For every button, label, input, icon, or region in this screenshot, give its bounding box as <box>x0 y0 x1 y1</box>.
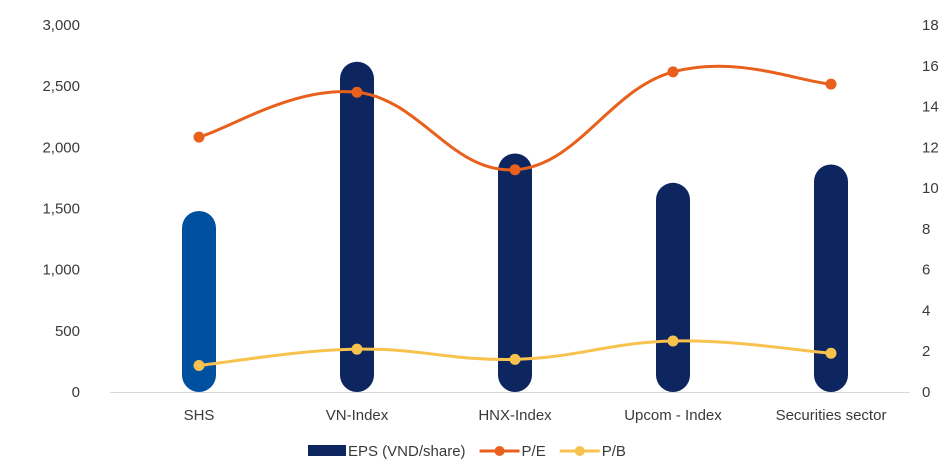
eps-bar <box>182 210 216 392</box>
left-tick-label: 0 <box>72 384 80 401</box>
p-b-point <box>509 353 521 365</box>
legend: EPS (VND/share) P/E P/B <box>308 443 626 460</box>
left-tick-label: 3,000 <box>42 17 80 34</box>
p-b-point <box>351 343 363 355</box>
category-label: SHS <box>184 407 215 424</box>
category-label: Securities sector <box>776 407 887 424</box>
right-tick-label: 16 <box>922 58 939 75</box>
eps-bar <box>340 61 374 392</box>
left-axis: 0 500 1,000 1,500 2,000 2,500 3,000 <box>42 17 80 401</box>
right-tick-label: 4 <box>922 302 930 319</box>
p-e-point <box>667 66 679 78</box>
legend-label-p-b: P/B <box>602 443 626 460</box>
left-tick-label: 1,000 <box>42 262 80 279</box>
legend-label-p-e: P/E <box>522 443 546 460</box>
x-axis-labels: SHS VN-Index HNX-Index Upcom - Index Securit… <box>184 407 887 424</box>
right-tick-label: 18 <box>922 17 939 34</box>
right-tick-label: 10 <box>922 180 939 197</box>
right-tick-label: 6 <box>922 262 930 279</box>
right-tick-label: 2 <box>922 343 930 360</box>
right-tick-label: 12 <box>922 139 939 156</box>
eps-bar <box>498 153 532 392</box>
p-e-point <box>193 131 205 143</box>
eps-bar <box>814 164 848 392</box>
legend-swatch-eps-vnd-share- <box>308 445 346 456</box>
category-label: VN-Index <box>326 407 389 424</box>
eps-bar <box>656 182 690 392</box>
legend-marker-p-b <box>574 446 585 456</box>
category-label: HNX-Index <box>478 407 552 424</box>
legend-label-eps-vnd-share-: EPS (VND/share) <box>348 443 466 460</box>
legend-marker-p-e <box>494 446 505 456</box>
left-tick-label: 2,000 <box>42 139 80 156</box>
left-tick-label: 2,500 <box>42 78 80 95</box>
right-tick-label: 0 <box>922 384 930 401</box>
right-tick-label: 14 <box>922 99 939 116</box>
category-label: Upcom - Index <box>624 407 722 424</box>
p-b-point <box>193 359 205 371</box>
eps-bars <box>182 61 848 392</box>
p-e-point <box>509 164 521 176</box>
ratio-lines <box>193 64 837 371</box>
p-b-point <box>825 347 837 359</box>
p-e-point <box>351 86 363 98</box>
left-tick-label: 1,500 <box>42 201 80 218</box>
right-axis: 0 2 4 6 8 10 12 14 16 18 <box>922 17 939 401</box>
left-tick-label: 500 <box>55 323 80 340</box>
p-b-point <box>667 335 679 347</box>
p-e-point <box>825 78 837 90</box>
right-tick-label: 8 <box>922 221 930 238</box>
